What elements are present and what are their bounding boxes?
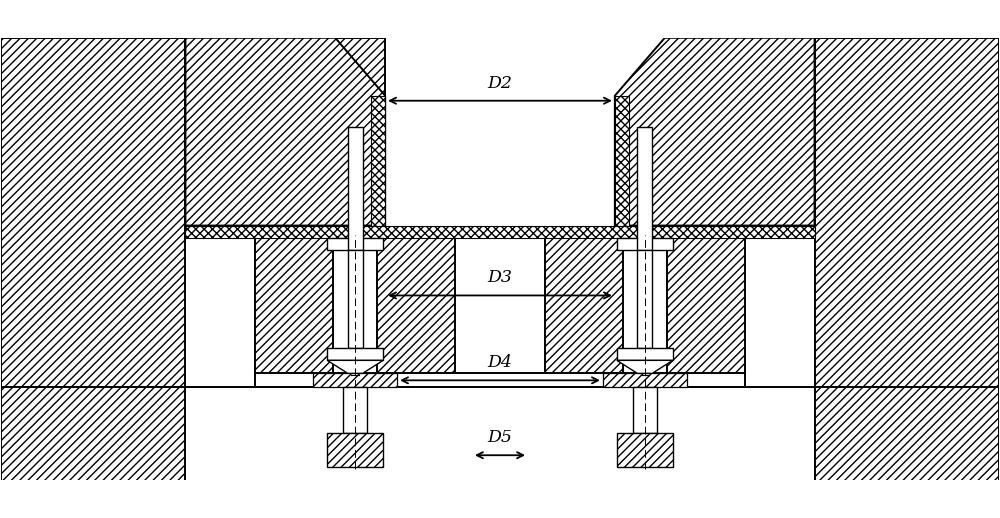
Bar: [623, 238, 667, 373]
Polygon shape: [545, 238, 745, 373]
Bar: [313, 373, 397, 387]
Bar: [617, 433, 673, 467]
Bar: [603, 373, 687, 387]
Polygon shape: [327, 361, 383, 373]
Bar: [637, 250, 652, 349]
Polygon shape: [815, 38, 999, 518]
Text: D2: D2: [488, 75, 512, 92]
Polygon shape: [255, 238, 455, 373]
Bar: [333, 238, 377, 373]
Bar: [327, 238, 383, 250]
Bar: [617, 349, 673, 361]
Text: D3: D3: [488, 269, 512, 286]
Polygon shape: [1, 38, 185, 518]
Bar: [255, 373, 745, 387]
Polygon shape: [615, 38, 815, 225]
Bar: [185, 225, 815, 238]
Bar: [633, 387, 657, 433]
Bar: [327, 349, 383, 361]
Bar: [327, 433, 383, 467]
Bar: [371, 96, 385, 225]
Text: D4: D4: [488, 354, 512, 371]
Bar: [348, 127, 363, 250]
Text: D5: D5: [488, 429, 512, 446]
Polygon shape: [185, 38, 385, 225]
Bar: [343, 387, 367, 433]
Polygon shape: [185, 38, 385, 225]
Bar: [348, 250, 363, 349]
Polygon shape: [617, 361, 673, 373]
Bar: [617, 238, 673, 250]
Bar: [615, 96, 629, 225]
Bar: [637, 127, 652, 250]
